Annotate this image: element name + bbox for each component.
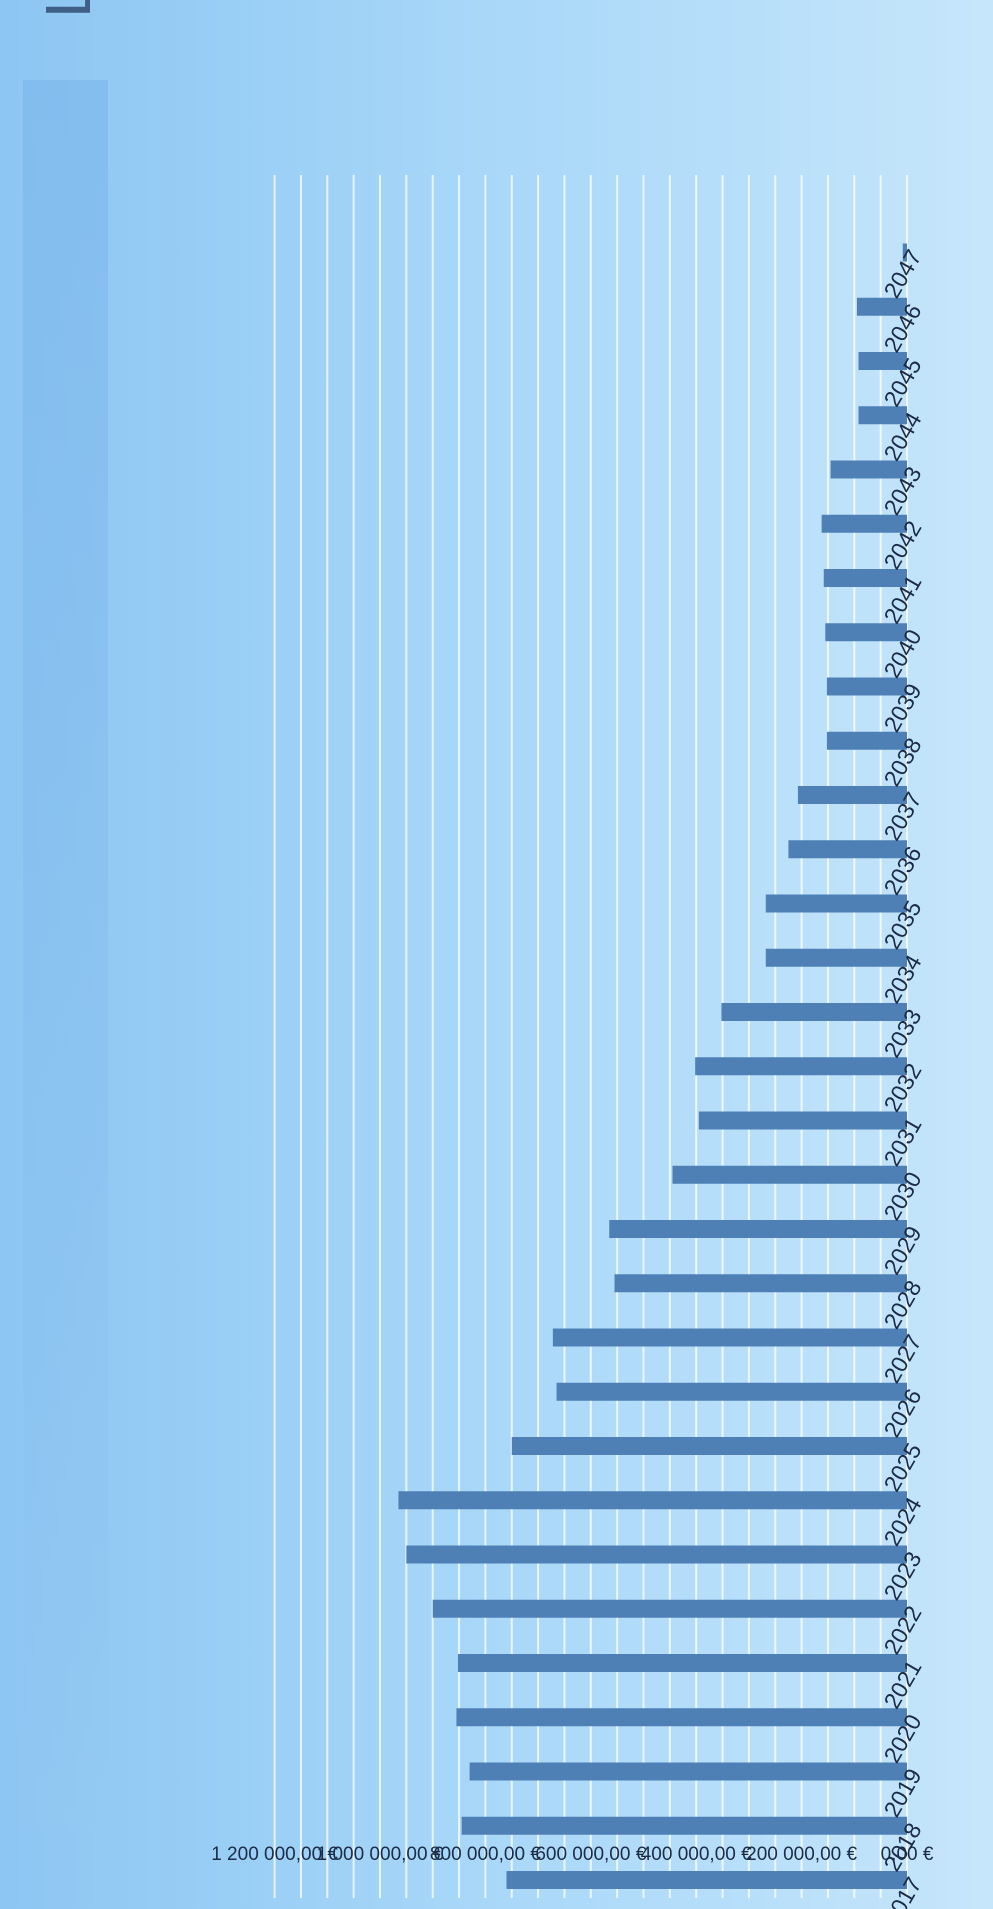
gridlines xyxy=(273,175,908,1898)
y-tick-label: 0,00 € xyxy=(881,1844,934,1865)
bar-2045 xyxy=(858,352,907,370)
y-tick-labels: 0,00 € 200 000,00 €400 000,00 €600 000,00… xyxy=(211,1844,934,1865)
y-tick-label: 400 000,00 € xyxy=(641,1844,752,1865)
bar-2046 xyxy=(856,297,907,316)
y-tick-label: 1 000 000,00 € xyxy=(317,1844,444,1865)
y-tick-label: 200 000,00 € xyxy=(746,1844,857,1865)
bar-2042 xyxy=(821,514,907,533)
bar-2028 xyxy=(614,1274,907,1293)
x-tick-label: 2047 xyxy=(878,245,926,302)
bar-2044 xyxy=(858,406,907,425)
y-tick-label: 1 200 000,00 € xyxy=(211,1844,338,1865)
bar-2041 xyxy=(823,569,907,587)
bar-2031 xyxy=(698,1111,907,1130)
bar-2018 xyxy=(461,1816,907,1835)
bar-2023 xyxy=(406,1545,907,1564)
y-tick-label: 600 000,00 € xyxy=(535,1844,646,1865)
bars xyxy=(398,243,907,1889)
bar-2026 xyxy=(556,1382,907,1401)
bar-2024 xyxy=(398,1491,907,1510)
bar-2039 xyxy=(826,677,907,696)
bar-2035 xyxy=(765,894,907,913)
bar-2038 xyxy=(826,731,907,750)
bar-2037 xyxy=(797,786,907,804)
y-tick-label: 800 000,00 € xyxy=(430,1844,541,1865)
bar-2022 xyxy=(432,1599,907,1618)
bar-2017 xyxy=(506,1871,907,1889)
bar-2047 xyxy=(902,243,907,262)
bar-2021 xyxy=(457,1654,907,1672)
bar-2036 xyxy=(788,840,907,859)
bar-2020 xyxy=(456,1708,907,1727)
bar-2019 xyxy=(469,1762,907,1781)
bar-2030 xyxy=(672,1165,907,1184)
bar-2025 xyxy=(511,1437,907,1455)
bar-2034 xyxy=(765,948,907,967)
bar-2043 xyxy=(830,460,907,479)
bar-2033 xyxy=(721,1003,907,1021)
bar-2029 xyxy=(609,1220,907,1238)
bar-2032 xyxy=(695,1057,907,1076)
bar-2040 xyxy=(825,623,907,642)
bar-2027 xyxy=(552,1328,907,1347)
